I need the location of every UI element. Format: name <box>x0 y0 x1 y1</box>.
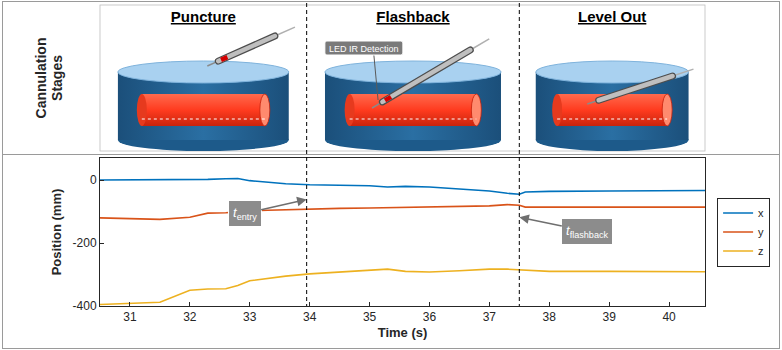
svg-text:34: 34 <box>303 310 317 324</box>
svg-text:38: 38 <box>543 310 557 324</box>
svg-text:-200: -200 <box>73 236 97 250</box>
svg-text:-400: -400 <box>73 299 97 313</box>
svg-text:Position (mm): Position (mm) <box>49 189 64 276</box>
svg-text:Level Out: Level Out <box>578 8 646 25</box>
svg-text:35: 35 <box>363 310 377 324</box>
svg-text:z: z <box>758 245 764 257</box>
svg-text:CannulationStages: CannulationStages <box>33 38 65 119</box>
svg-text:33: 33 <box>243 310 257 324</box>
svg-text:Puncture: Puncture <box>171 8 236 25</box>
svg-text:LED IR Detection: LED IR Detection <box>329 44 399 54</box>
svg-text:36: 36 <box>423 310 437 324</box>
svg-text:y: y <box>758 226 764 238</box>
svg-text:Time (s): Time (s) <box>378 325 428 340</box>
svg-text:39: 39 <box>602 310 616 324</box>
svg-text:32: 32 <box>183 310 197 324</box>
svg-text:Flashback: Flashback <box>376 8 450 25</box>
svg-text:40: 40 <box>662 310 676 324</box>
svg-text:t​flashback​: t​flashback​ <box>566 223 608 240</box>
svg-text:31: 31 <box>123 310 137 324</box>
svg-text:x: x <box>758 207 764 219</box>
svg-text:t​entry​: t​entry​ <box>233 205 257 222</box>
svg-text:0: 0 <box>90 173 97 187</box>
svg-text:37: 37 <box>483 310 497 324</box>
